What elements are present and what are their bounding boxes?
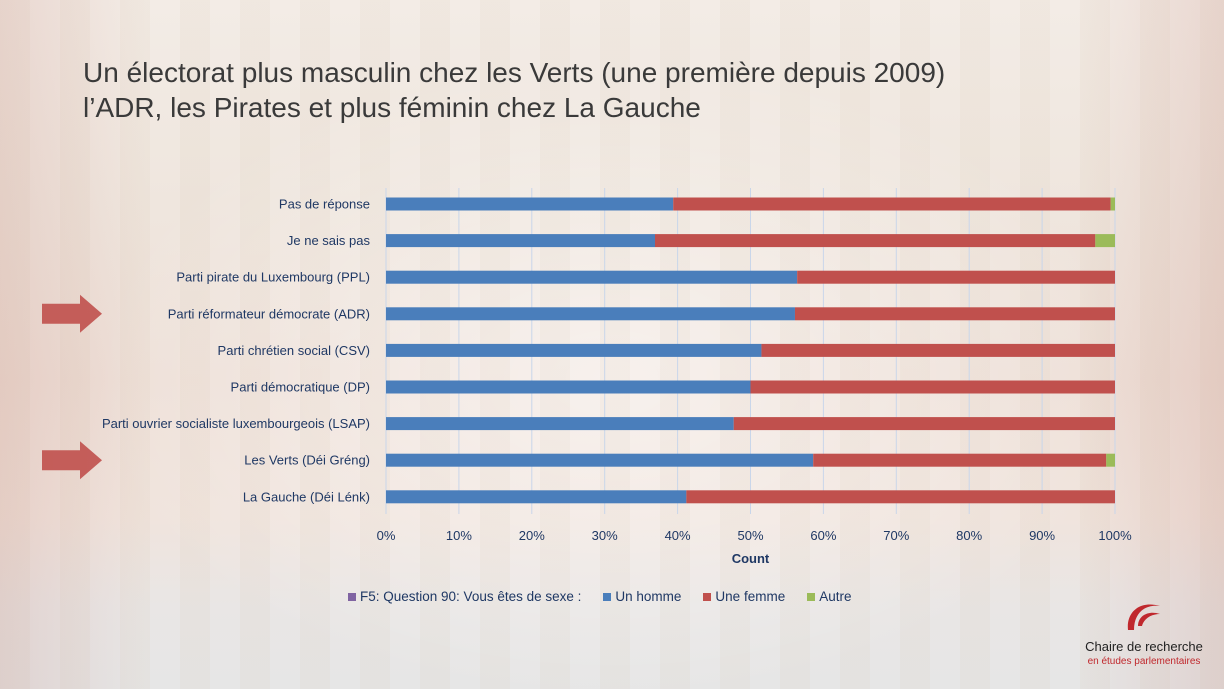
category-label: Je ne sais pas (287, 233, 371, 248)
legend-label: Autre (819, 589, 852, 604)
bar-segment-autre (1110, 197, 1115, 211)
x-tick-label: 80% (956, 528, 982, 543)
bar-segment-une-femme (761, 343, 1115, 357)
bar-segment-autre (1095, 234, 1115, 248)
legend-swatch-question (348, 592, 356, 601)
bar-segment-une-femme (686, 490, 1115, 504)
legend-autre: Autre (807, 589, 851, 604)
bar-segment-autre (1106, 453, 1115, 467)
x-tick-label: 60% (810, 528, 836, 543)
logo: Chaire de recherche en études parlementa… (1074, 596, 1214, 667)
x-tick-label: 90% (1029, 528, 1055, 543)
x-tick-label: 70% (883, 528, 909, 543)
legend-swatch-femme (703, 592, 712, 601)
logo-arc-icon (1127, 604, 1160, 630)
legend-femme: Une femme (703, 589, 785, 604)
bar-segment-une-femme (813, 453, 1107, 467)
bar-segment-une-femme (797, 270, 1115, 284)
x-tick-label: 100% (1098, 528, 1132, 543)
title-line-2: l’ADR, les Pirates et plus féminin chez … (83, 92, 701, 123)
category-label: Parti réformateur démocrate (ADR) (168, 306, 370, 321)
x-tick-label: 10% (446, 528, 472, 543)
category-label: Parti chrétien social (CSV) (218, 343, 370, 358)
bar-segment-un-homme (386, 234, 656, 248)
x-tick-label: 20% (519, 528, 545, 543)
legend-question: F5: Question 90: Vous êtes de sexe : (348, 589, 581, 604)
chart-legend: F5: Question 90: Vous êtes de sexe : Un … (348, 589, 873, 604)
bar-segment-une-femme (673, 197, 1111, 211)
bar-segment-une-femme (733, 417, 1115, 431)
highlight-arrow-icon (42, 294, 102, 333)
x-axis-title: Count (732, 551, 770, 566)
category-label: Les Verts (Déi Gréng) (244, 453, 370, 468)
bar-segment-un-homme (386, 197, 674, 211)
bar-segment-un-homme (386, 417, 734, 431)
bar-segment-un-homme (386, 490, 687, 504)
x-tick-label: 0% (377, 528, 396, 543)
slide-title: Un électorat plus masculin chez les Vert… (83, 55, 945, 125)
legend-homme: Un homme (603, 589, 681, 604)
category-label: Parti pirate du Luxembourg (PPL) (176, 270, 370, 285)
bar-segment-un-homme (386, 453, 814, 467)
x-tick-label: 40% (665, 528, 691, 543)
bar-segment-un-homme (386, 307, 795, 321)
category-label: Parti démocratique (DP) (231, 380, 370, 395)
legend-label: F5: Question 90: Vous êtes de sexe : (360, 589, 582, 604)
category-label: Pas de réponse (279, 197, 370, 212)
bar-segment-un-homme (386, 343, 762, 357)
legend-swatch-homme (603, 592, 612, 601)
legend-label: Une femme (715, 589, 786, 604)
legend-swatch-autre (807, 592, 816, 601)
x-tick-label: 50% (737, 528, 763, 543)
logo-line-1: Chaire de recherche (1085, 639, 1203, 654)
bar-segment-un-homme (386, 270, 798, 284)
bar-segment-un-homme (386, 380, 751, 394)
category-label: La Gauche (Déi Lénk) (243, 489, 370, 504)
bar-segment-une-femme (655, 234, 1096, 248)
category-label: Parti ouvrier socialiste luxembourgeois … (102, 416, 370, 431)
highlight-arrow-icon (42, 441, 102, 480)
bar-segment-une-femme (750, 380, 1115, 394)
bar-segment-une-femme (794, 307, 1115, 321)
logo-line-2: en études parlementaires (1087, 656, 1201, 667)
legend-label: Un homme (615, 589, 682, 604)
x-tick-label: 30% (592, 528, 618, 543)
title-line-1: Un électorat plus masculin chez les Vert… (83, 57, 946, 88)
